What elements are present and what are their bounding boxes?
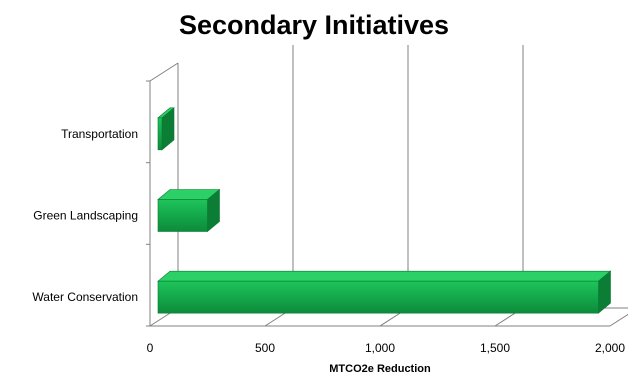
category-label: Green Landscaping	[33, 209, 138, 223]
x-tick-label: 0	[147, 341, 154, 355]
bar-front-face	[157, 199, 208, 232]
category-label: Transportation	[61, 127, 138, 141]
bar-front-face	[157, 117, 163, 151]
bar	[157, 188, 221, 233]
x-tick-label: 500	[255, 341, 275, 355]
bar	[157, 270, 612, 314]
x-axis-title: MTCO2e Reduction	[329, 363, 431, 375]
category-label: Water Conservation	[32, 290, 138, 304]
bar	[157, 107, 175, 151]
labels: 0 500 1,000 1,500 2,000 Transportation Green L…	[32, 127, 625, 375]
gridlines	[149, 45, 628, 327]
chart-title: Secondary Initiatives	[178, 10, 450, 40]
x-tick-label: 1,000	[365, 341, 395, 355]
bars	[157, 107, 612, 314]
bar-front-face	[157, 280, 599, 314]
floor-line	[609, 313, 628, 327]
bar-top-face	[157, 270, 612, 282]
x-tick-label: 2,000	[595, 341, 625, 355]
y-axis-top	[149, 62, 179, 82]
x-tick-label: 1,500	[480, 341, 510, 355]
